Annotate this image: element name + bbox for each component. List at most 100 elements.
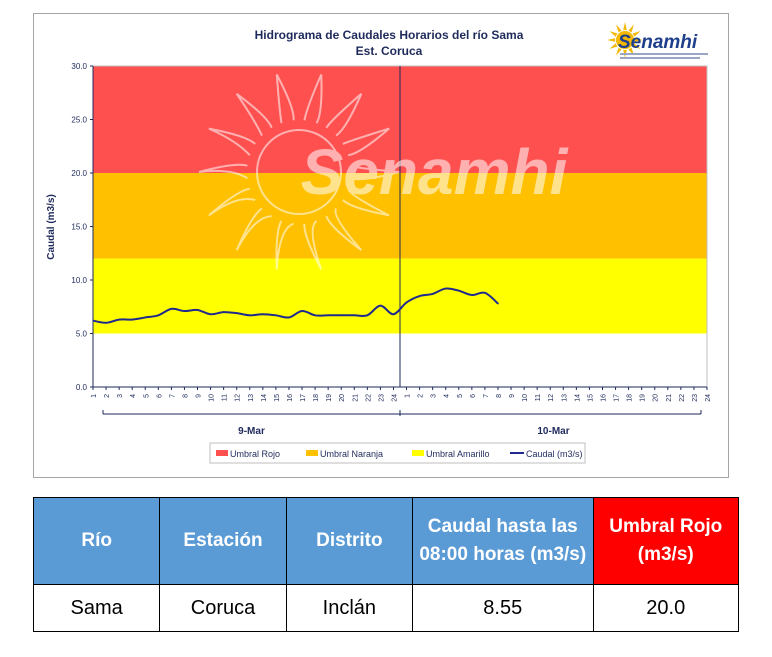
cell-umbral-rojo: 20.0 xyxy=(592,584,740,632)
logo-sun-ray xyxy=(607,38,616,42)
data-point xyxy=(471,294,473,296)
logo-tagline xyxy=(620,57,700,59)
data-point xyxy=(235,312,238,314)
watermark-text: Senamhi xyxy=(301,136,569,208)
x-tick-label: 15 xyxy=(587,394,594,402)
watermark: Senamhi xyxy=(198,74,569,270)
header-umbral-rojo: Umbral Rojo (m3/s) xyxy=(592,497,740,585)
data-point xyxy=(353,314,356,317)
x-tick-label: 4 xyxy=(444,394,451,398)
logo-sun-ray xyxy=(609,43,618,49)
x-tick-label: 23 xyxy=(378,394,385,402)
x-tick-label: 3 xyxy=(117,394,124,398)
x-tick-label: 7 xyxy=(169,394,176,398)
hydrograph-chart: Senamhi 0.0 5.0 10.0 15.0 20.0 25.0 30.0 1 2 3 4 5 6… xyxy=(33,13,729,478)
watermark-sun-ray xyxy=(208,187,256,217)
legend-label: Caudal (m3/s) xyxy=(526,449,583,459)
x-tick-label: 22 xyxy=(679,394,686,402)
x-tick-label: 2 xyxy=(104,394,111,398)
x-tick-label: 10 xyxy=(522,394,529,402)
y-tick-label: 0.0 xyxy=(76,383,88,392)
logo-sun-ray xyxy=(623,22,627,31)
watermark-sun-ray xyxy=(303,220,323,270)
chart-subtitle: Est. Coruca xyxy=(356,44,423,58)
x-tick-label: 11 xyxy=(222,394,229,401)
y-tick-label: 20.0 xyxy=(71,169,87,178)
watermark-sun-ray xyxy=(303,74,323,124)
x-tick-label: 1 xyxy=(405,394,412,398)
x-tick-label: 4 xyxy=(130,394,137,398)
header-caudal: Caudal hasta las 08:00 horas (m3/s) xyxy=(412,497,594,585)
data-point xyxy=(314,314,316,317)
x-tick-label: 5 xyxy=(457,394,464,398)
cell-caudal: 8.55 xyxy=(412,584,594,632)
watermark-sun-ray xyxy=(325,93,363,137)
logo-sun-icon xyxy=(607,22,643,58)
x-tick-label: 17 xyxy=(300,394,307,402)
watermark-sun-ray xyxy=(275,220,295,270)
x-tick-label: 13 xyxy=(248,394,255,402)
data-point xyxy=(457,289,460,292)
day-label: 9-Mar xyxy=(238,426,265,437)
header-estacion: Estación xyxy=(159,497,287,585)
watermark-sun-ray xyxy=(342,188,390,217)
data-point xyxy=(379,304,382,307)
x-tick-label: 9 xyxy=(196,394,203,398)
data-point xyxy=(196,309,199,311)
legend-label: Umbral Naranja xyxy=(320,449,383,459)
x-tick-label: 9 xyxy=(509,394,516,398)
x-tick-label: 16 xyxy=(287,394,294,402)
logo-sun-ray xyxy=(632,31,641,37)
x-tick-label: 24 xyxy=(705,394,712,402)
x-tick-label: 3 xyxy=(431,394,438,398)
x-tick-label: 10 xyxy=(209,394,216,402)
watermark-sun-ray xyxy=(275,74,295,124)
data-point xyxy=(340,314,343,317)
logo-tagline xyxy=(620,53,708,55)
series-line-caudal xyxy=(93,287,499,324)
x-tick-label: 12 xyxy=(548,394,555,402)
data-point xyxy=(131,318,133,321)
x-tick-label: 22 xyxy=(365,394,372,402)
x-tick-label: 7 xyxy=(483,394,490,398)
data-point xyxy=(262,313,264,316)
hydrograph-svg: Senamhi 0.05.010.015.020.025.030.01 2 3 4 5 6… xyxy=(46,22,712,464)
cell-rio: Sama xyxy=(32,584,161,632)
table-row: Sama Coruca Inclán 8.55 20.0 xyxy=(32,584,740,632)
legend: Umbral Rojo Umbral Naranja Umbral Amarillo… xyxy=(209,442,586,464)
x-tick-label: 12 xyxy=(235,394,242,402)
data-point xyxy=(222,311,225,313)
logo-sun-ray xyxy=(616,24,622,33)
x-tick-label: 16 xyxy=(600,394,607,402)
data-point xyxy=(275,314,277,317)
data-point xyxy=(93,319,94,322)
y-tick-label: 5.0 xyxy=(76,330,88,339)
x-tick-label: 18 xyxy=(313,394,320,402)
data-point xyxy=(144,316,147,319)
chart-title: Hidrograma de Caudales Horarios del río … xyxy=(255,28,524,42)
watermark-sun-ray xyxy=(350,164,400,181)
data-point xyxy=(248,314,251,317)
logo: Senamhi xyxy=(607,22,708,59)
data-point xyxy=(157,314,160,317)
data-point xyxy=(431,293,434,295)
x-tick-label: 21 xyxy=(352,394,359,402)
legend-label: Umbral Rojo xyxy=(230,449,280,459)
day-label: 10-Mar xyxy=(537,426,569,437)
header-distrito: Distrito xyxy=(285,497,414,585)
logo-sun-ray xyxy=(628,24,634,33)
x-tick-label: 6 xyxy=(156,394,163,398)
watermark-sun-ray xyxy=(198,163,248,180)
logo-sun-ray xyxy=(616,47,622,56)
data-point xyxy=(209,313,212,316)
data-point xyxy=(405,301,408,304)
watermark-sun-ray xyxy=(235,207,272,251)
watermark-sun-ray xyxy=(235,93,273,136)
legend-swatch xyxy=(412,450,424,456)
logo-sun-ray xyxy=(609,31,618,37)
logo-sun-ray xyxy=(634,38,643,42)
x-tick-label: 24 xyxy=(391,394,398,402)
x-tick-label: 15 xyxy=(274,394,281,402)
legend-swatch xyxy=(216,450,228,456)
x-tick-label: 20 xyxy=(653,394,660,402)
